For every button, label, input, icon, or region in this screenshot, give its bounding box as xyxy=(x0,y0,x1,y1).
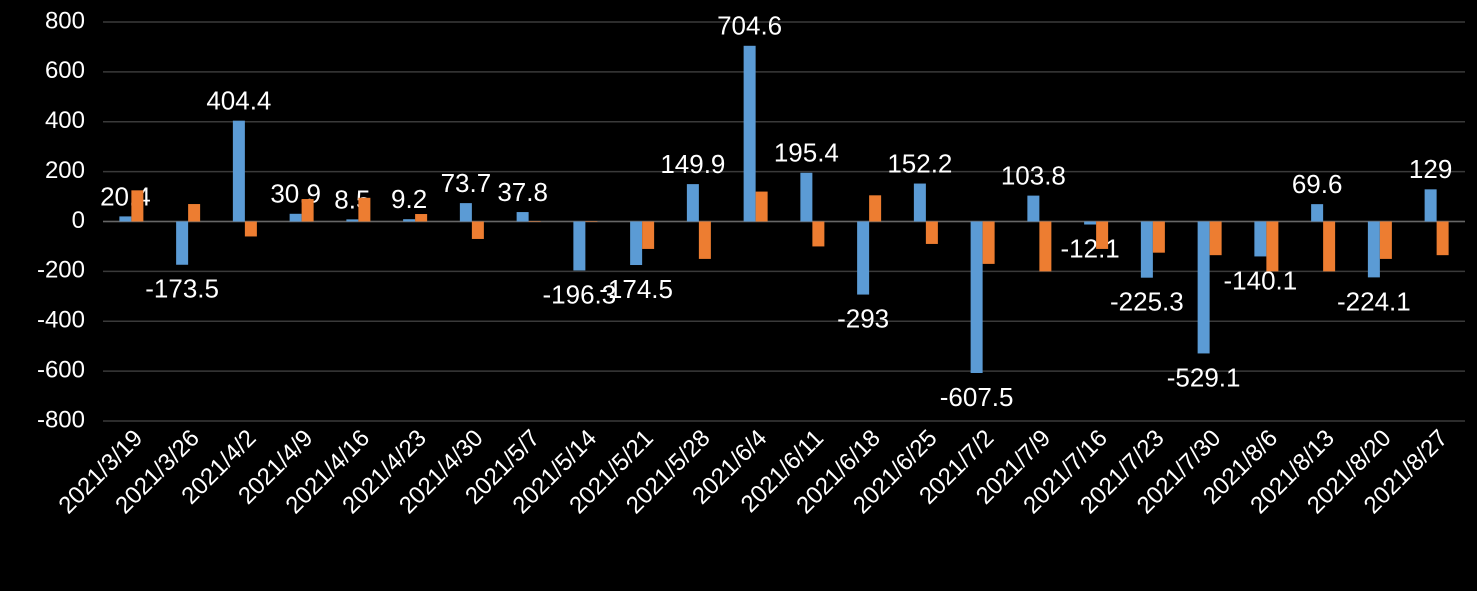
y-tick-label: -400 xyxy=(37,307,85,334)
data-label: -12.1 xyxy=(1060,233,1119,263)
bar xyxy=(1436,221,1449,256)
data-label: -607.5 xyxy=(940,382,1014,412)
bar xyxy=(585,221,598,222)
bar xyxy=(925,221,938,244)
bar xyxy=(812,221,825,247)
bar xyxy=(698,221,711,259)
bar xyxy=(1424,189,1437,222)
bar xyxy=(403,219,416,222)
bar xyxy=(244,221,257,237)
bar xyxy=(346,219,359,222)
bar xyxy=(1367,221,1380,278)
data-label: -293 xyxy=(837,303,889,333)
y-tick-label: 400 xyxy=(45,107,85,134)
data-label: 69.6 xyxy=(1292,169,1343,199)
bar xyxy=(1266,221,1279,272)
data-label: -173.5 xyxy=(145,274,219,304)
y-tick-label: 800 xyxy=(45,7,85,34)
bar xyxy=(176,221,189,265)
y-tick-label: -800 xyxy=(37,406,85,433)
data-label: -224.1 xyxy=(1337,286,1411,316)
bar xyxy=(1323,221,1336,272)
bar xyxy=(516,212,529,222)
bar xyxy=(800,172,813,222)
data-label: 129 xyxy=(1409,154,1452,184)
bar xyxy=(119,216,132,222)
bar xyxy=(970,221,983,373)
bar xyxy=(630,221,643,266)
data-label: 37.8 xyxy=(497,177,548,207)
y-tick-label: 0 xyxy=(72,207,85,234)
bar xyxy=(232,120,245,222)
bar xyxy=(358,197,371,222)
data-label: -140.1 xyxy=(1224,265,1298,295)
bar xyxy=(459,203,472,222)
data-label: -529.1 xyxy=(1167,362,1241,392)
y-tick-label: -600 xyxy=(37,356,85,383)
data-label: 103.8 xyxy=(1001,160,1066,190)
data-label: -196.3 xyxy=(543,279,617,309)
bar xyxy=(1379,221,1392,259)
data-label: 73.7 xyxy=(441,168,492,198)
bar xyxy=(1209,221,1222,256)
bar xyxy=(188,204,201,222)
bar xyxy=(642,221,655,249)
bar xyxy=(1084,221,1097,225)
y-tick-label: 600 xyxy=(45,57,85,84)
bar xyxy=(913,183,926,222)
bar xyxy=(1140,221,1153,278)
bar xyxy=(1152,221,1165,253)
bar xyxy=(982,221,995,264)
bar xyxy=(289,213,302,222)
data-label: 149.9 xyxy=(660,149,725,179)
bar xyxy=(528,221,541,222)
bar xyxy=(1197,221,1210,354)
bar xyxy=(471,221,484,239)
data-label: 404.4 xyxy=(206,86,271,116)
bar xyxy=(1039,221,1052,272)
bar xyxy=(743,45,756,222)
bar xyxy=(755,191,768,222)
data-label: 152.2 xyxy=(887,148,952,178)
bar xyxy=(131,190,144,222)
bar xyxy=(573,221,586,271)
data-label: 195.4 xyxy=(774,138,839,168)
bar xyxy=(857,221,870,295)
data-label: 704.6 xyxy=(717,11,782,41)
y-tick-label: 200 xyxy=(45,157,85,184)
bar xyxy=(1311,204,1324,222)
bar xyxy=(1027,195,1040,222)
data-label: -174.5 xyxy=(599,274,673,304)
y-tick-label: -200 xyxy=(37,257,85,284)
bar xyxy=(301,199,314,222)
bar xyxy=(1096,221,1109,249)
data-label: -225.3 xyxy=(1110,287,1184,317)
bar xyxy=(1254,221,1267,257)
bar xyxy=(415,214,428,222)
bar xyxy=(869,195,882,222)
data-label: 9.2 xyxy=(391,184,427,214)
bar xyxy=(686,184,699,222)
